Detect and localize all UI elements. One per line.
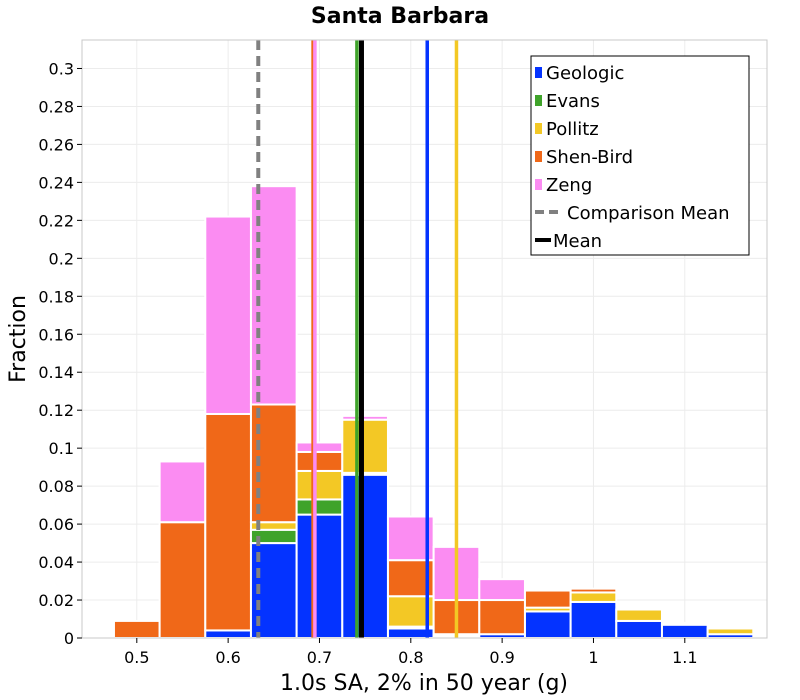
y-tick-label: 0.3 bbox=[49, 59, 74, 78]
bar-geologic bbox=[523, 610, 572, 640]
bar-pollitz bbox=[706, 627, 755, 636]
x-tick-label: 1.1 bbox=[672, 648, 697, 667]
bar-shen-bird bbox=[158, 521, 207, 640]
plot-frame bbox=[81, 39, 768, 639]
y-tick-label: 0.12 bbox=[38, 401, 74, 420]
bar-pollitz bbox=[341, 418, 389, 474]
bar-pollitz bbox=[569, 591, 618, 603]
legend-label-zeng: Zeng bbox=[546, 175, 592, 196]
bar-shen-bird bbox=[295, 450, 344, 472]
vertical-lines bbox=[256, 40, 459, 638]
legend-swatch-pollitz bbox=[535, 123, 542, 134]
y-tick-label: 0.06 bbox=[38, 515, 74, 534]
y-tick-label: 0 bbox=[64, 629, 74, 648]
y-tick-label: 0.28 bbox=[38, 97, 74, 116]
y-tick-label: 0.14 bbox=[38, 363, 74, 382]
y-axis-label: Fraction bbox=[6, 295, 31, 383]
y-tick-label: 0.22 bbox=[38, 211, 74, 230]
bar-shen-bird bbox=[112, 619, 161, 640]
x-axis-label: 1.0s SA, 2% in 50 year (g) bbox=[280, 671, 568, 696]
legend-label-pollitz: Pollitz bbox=[546, 119, 599, 140]
x-tick-label: 0.6 bbox=[215, 648, 240, 667]
bar-shen-bird bbox=[204, 412, 252, 632]
y-tick-label: 0.08 bbox=[38, 477, 74, 496]
legend-label-shen-bird: Shen-Bird bbox=[546, 147, 633, 168]
bar-geologic bbox=[615, 619, 663, 640]
bar-pollitz bbox=[295, 469, 344, 501]
legend-swatch-evans bbox=[535, 95, 542, 106]
y-tick-label: 0.2 bbox=[49, 249, 74, 268]
legend-label-comparison-mean: Comparison Mean bbox=[567, 203, 730, 224]
bar-zeng bbox=[478, 578, 526, 602]
bar-evans bbox=[295, 498, 344, 516]
legend-swatch-geologic bbox=[535, 67, 542, 78]
legend: Geologic Evans Pollitz Shen-Bird Zeng Compari… bbox=[530, 55, 750, 256]
chart-title: Santa Barbara bbox=[311, 4, 489, 29]
legend-swatch-shen-bird bbox=[535, 151, 542, 162]
x-tick-label: 0.7 bbox=[307, 648, 332, 667]
bar-geologic bbox=[204, 629, 252, 640]
bar-shen-bird bbox=[569, 587, 618, 594]
bar-shen-bird bbox=[478, 599, 526, 636]
legend-label-geologic: Geologic bbox=[546, 63, 624, 84]
legend-box bbox=[530, 55, 750, 256]
bar-zeng bbox=[204, 215, 252, 415]
y-tick-label: 0.16 bbox=[38, 325, 74, 344]
x-tick-label: 1 bbox=[588, 648, 598, 667]
legend-label-evans: Evans bbox=[546, 91, 600, 112]
y-tick-label: 0.18 bbox=[38, 287, 74, 306]
x-axis-ticks: 0.5 0.6 0.7 0.8 0.9 1 1.1 bbox=[124, 638, 698, 667]
y-tick-label: 0.1 bbox=[49, 439, 74, 458]
bar-zeng bbox=[341, 414, 389, 421]
legend-label-mean: Mean bbox=[553, 231, 602, 252]
x-tick-label: 0.9 bbox=[489, 648, 514, 667]
bar-shen-bird bbox=[660, 621, 709, 626]
y-tick-label: 0.24 bbox=[38, 173, 74, 192]
y-tick-label: 0.04 bbox=[38, 553, 74, 572]
y-axis-ticks: 0 0.02 0.04 0.06 0.08 0.1 0.12 0.14 0.16 0.18 0.2 0… bbox=[38, 59, 82, 648]
bar-zeng bbox=[295, 441, 344, 453]
legend-swatch-zeng bbox=[535, 179, 542, 190]
bar-zeng bbox=[158, 460, 207, 524]
x-tick-label: 0.5 bbox=[124, 648, 149, 667]
y-tick-label: 0.02 bbox=[38, 591, 74, 610]
bar-geologic bbox=[660, 623, 709, 640]
bar-geologic bbox=[341, 473, 389, 639]
bar-geologic bbox=[569, 600, 618, 640]
x-tick-label: 0.8 bbox=[398, 648, 423, 667]
bar-pollitz bbox=[615, 608, 663, 622]
bar-geologic bbox=[295, 513, 344, 639]
y-tick-label: 0.26 bbox=[38, 135, 74, 154]
bar-shen-bird bbox=[523, 589, 572, 609]
